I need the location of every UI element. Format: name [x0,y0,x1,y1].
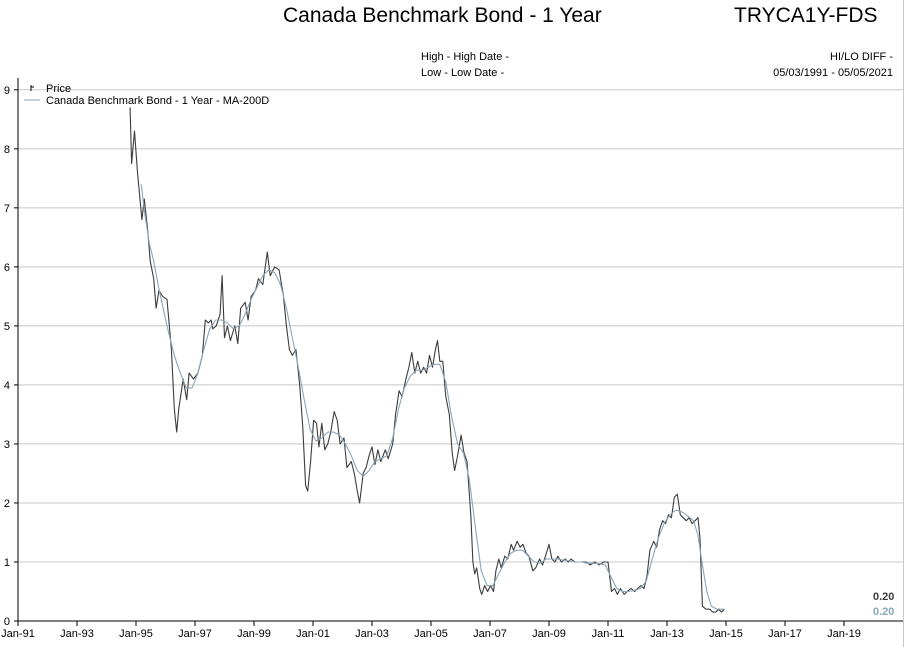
x-tick-label-Jan-19: Jan-19 [827,628,861,640]
x-tick-label-Jan-17: Jan-17 [768,628,802,640]
y-tick-label-8: 8 [4,144,10,156]
price-line [129,107,725,613]
x-tick-label-Jan-13: Jan-13 [650,628,684,640]
series-lines [129,107,725,613]
y-tick-label-2: 2 [4,498,10,510]
y-tick-label-6: 6 [4,262,10,274]
ma-200d-line [140,184,725,610]
legend-item-ma: Canada Benchmark Bond - 1 Year - MA-200D [24,95,269,107]
date-range: 05/03/1991 - 05/05/2021 [773,67,893,79]
y-tick-label-3: 3 [4,439,10,451]
y-tick-label-9: 9 [4,85,10,97]
x-tick-label-Jan-07: Jan-07 [473,628,507,640]
x-tick-label-Jan-91: Jan-91 [1,628,35,640]
y-tick-label-0: 0 [4,616,10,628]
y-tick-label-7: 7 [4,203,10,215]
legend: Price Canada Benchmark Bond - 1 Year - M… [24,83,269,107]
legend-item-price: Price [30,83,71,95]
high-date-line: High - High Date - [421,51,510,63]
hilo-diff-label: HI/LO DIFF - [830,51,893,63]
y-tick-label-4: 4 [4,380,10,392]
x-tick-label-Jan-15: Jan-15 [709,628,743,640]
legend-label-ma: Canada Benchmark Bond - 1 Year - MA-200D [46,95,269,107]
axes: 0 1 2 3 4 5 6 7 8 9 Jan-91 Jan-93 Jan-95 Jan-97 Jan-99… [1,78,903,640]
x-tick-label-Jan-97: Jan-97 [178,628,212,640]
ticker-symbol: TRYCA1Y-FDS [734,4,878,27]
x-tick-label-Jan-01: Jan-01 [296,628,330,640]
x-tick-label-Jan-09: Jan-09 [532,628,566,640]
x-tick-label-Jan-99: Jan-99 [237,628,271,640]
y-tick-label-5: 5 [4,321,10,333]
grid-lines [18,89,903,563]
chart-title: Canada Benchmark Bond - 1 Year [283,4,602,27]
y-tick-label-1: 1 [4,557,10,569]
x-tick-label-Jan-05: Jan-05 [414,628,448,640]
low-date-line: Low - Low Date - [421,67,505,79]
x-tick-label-Jan-03: Jan-03 [355,628,389,640]
x-tick-label-Jan-11: Jan-11 [592,628,625,640]
last-value-label-0: 0.20 [873,591,894,603]
x-tick-label-Jan-93: Jan-93 [60,628,94,640]
x-tick-label-Jan-95: Jan-95 [119,628,153,640]
last-value-label-1: 0.20 [873,606,894,618]
legend-label-price: Price [46,83,71,95]
last-value-labels: 0.20 0.20 [873,591,894,618]
